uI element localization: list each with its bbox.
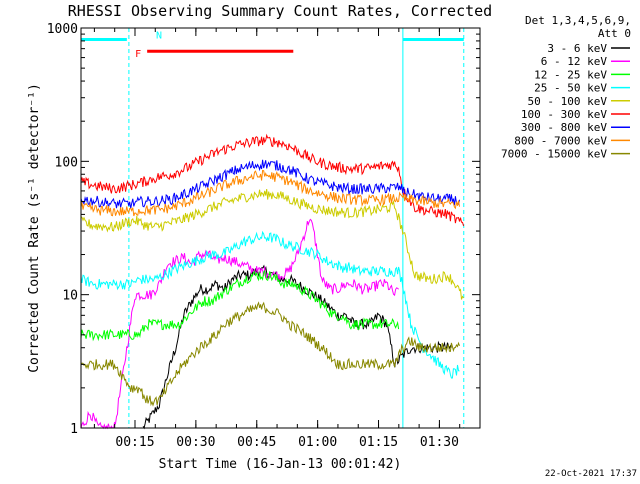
x-tick-label-5: 01:30 xyxy=(420,435,459,450)
legend-label-1: 6 - 12 keV xyxy=(541,55,608,68)
series-line-6 xyxy=(80,159,460,209)
plot-frame xyxy=(80,27,481,429)
legend-label-3: 25 - 50 keV xyxy=(534,82,607,95)
series-line-5 xyxy=(80,133,465,227)
axes: 1 10 100 1000 00:15 00:30 00:45 01:00 01:15 01:30 xyxy=(47,22,481,450)
legend-label-7: 800 - 7000 keV xyxy=(514,134,607,147)
y-tick-label-1: 10 xyxy=(62,289,78,304)
y-axis-label: Corrected Count Rate (s⁻¹ detector⁻¹) xyxy=(27,83,42,373)
y-tick-label-0: 1 xyxy=(70,422,78,437)
state-bar-label-1: F xyxy=(135,49,141,60)
series-line-0 xyxy=(142,264,453,430)
legend-label-2: 12 - 25 keV xyxy=(534,68,607,81)
x-tick-label-0: 00:15 xyxy=(115,435,154,450)
y-tick-label-3: 1000 xyxy=(47,22,78,37)
x-axis-label: Start Time (16-Jan-13 00:01:42) xyxy=(159,457,402,472)
legend-label-8: 7000 - 15000 keV xyxy=(501,148,607,161)
x-tick-label-4: 01:15 xyxy=(359,435,398,450)
series-line-2 xyxy=(80,269,400,342)
legend-label-6: 300 - 800 keV xyxy=(521,121,607,134)
plot-area: NF xyxy=(80,28,465,430)
legend-label-0: 3 - 6 keV xyxy=(547,42,607,55)
legend-header-line1: Det 1,3,4,5,6,9, xyxy=(525,14,631,27)
x-tick-label-2: 00:45 xyxy=(237,435,276,450)
series-line-8 xyxy=(80,301,460,407)
x-tick-label-1: 00:30 xyxy=(176,435,215,450)
x-tick-label-3: 01:00 xyxy=(298,435,337,450)
legend-label-4: 50 - 100 keV xyxy=(528,95,608,108)
series-line-1 xyxy=(80,218,399,430)
series-line-3 xyxy=(80,230,460,379)
legend-header-line2: Att 0 xyxy=(598,27,631,40)
series-line-4 xyxy=(80,189,464,300)
chart-title: RHESSI Observing Summary Count Rates, Co… xyxy=(68,2,492,20)
legend-label-5: 100 - 300 keV xyxy=(521,108,607,121)
y-tick-label-2: 100 xyxy=(55,155,78,170)
generated-timestamp: 22-Oct-2021 17:37 xyxy=(545,469,637,479)
series-line-7 xyxy=(80,169,460,217)
state-bar-label-0: N xyxy=(156,30,162,41)
